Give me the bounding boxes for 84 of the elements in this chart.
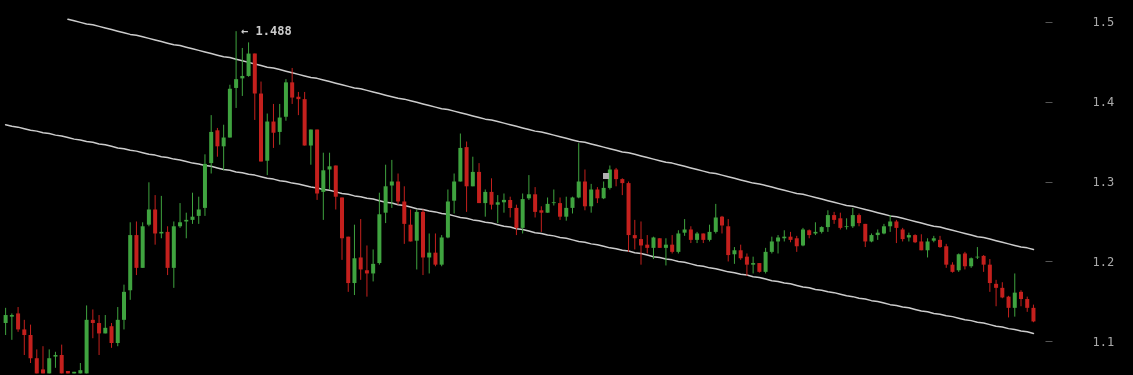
candlestick bbox=[956, 252, 961, 273]
candlestick bbox=[526, 174, 531, 201]
candlestick bbox=[396, 173, 401, 206]
candlestick bbox=[452, 173, 457, 214]
candlestick bbox=[639, 220, 644, 266]
candlestick bbox=[533, 186, 538, 218]
candlestick bbox=[994, 279, 999, 307]
candlestick bbox=[389, 159, 394, 209]
candlestick bbox=[751, 256, 756, 274]
y-tick-label: 1.2 bbox=[1092, 254, 1115, 269]
candlestick bbox=[763, 247, 768, 274]
candlestick bbox=[327, 152, 332, 190]
candlestick bbox=[713, 203, 718, 234]
candlestick bbox=[196, 196, 201, 225]
candlestick bbox=[371, 248, 376, 282]
y-tick-label: 1.4 bbox=[1092, 95, 1115, 110]
candlestick bbox=[800, 227, 805, 247]
candlestick bbox=[408, 208, 413, 242]
candlestick bbox=[271, 103, 276, 149]
candlestick bbox=[1006, 295, 1011, 318]
candlestick bbox=[558, 196, 563, 221]
y-tick-label: 1.3 bbox=[1092, 175, 1115, 189]
candlestick bbox=[234, 30, 239, 109]
candlestick bbox=[3, 307, 8, 336]
candlestick bbox=[364, 244, 369, 298]
candlestick bbox=[308, 129, 313, 166]
candlestick bbox=[489, 177, 494, 210]
candlestick bbox=[663, 237, 668, 266]
candlestick bbox=[90, 308, 95, 339]
candlestick bbox=[433, 232, 438, 267]
candlestick bbox=[825, 209, 830, 233]
candlestick bbox=[645, 234, 650, 254]
candlestick bbox=[402, 185, 407, 245]
candlestick bbox=[178, 202, 183, 229]
annotation: ← 1.488 bbox=[241, 24, 292, 39]
line-series bbox=[67, 18, 1035, 251]
candlestick bbox=[109, 322, 114, 349]
candlestick bbox=[576, 142, 581, 199]
candlestick bbox=[925, 237, 930, 258]
candlestick bbox=[246, 41, 251, 78]
candlestick bbox=[277, 103, 282, 146]
candlestick bbox=[16, 306, 21, 333]
candlestick bbox=[632, 219, 637, 250]
candlestick bbox=[97, 314, 102, 356]
candlestick bbox=[190, 192, 195, 225]
candlestick bbox=[894, 219, 899, 244]
candlestick bbox=[944, 243, 949, 269]
candlestick bbox=[508, 196, 513, 218]
y-tick-label: 1.1 bbox=[1092, 334, 1115, 349]
candlestick bbox=[115, 306, 120, 347]
candlestick bbox=[221, 124, 226, 171]
candlestick bbox=[539, 205, 544, 233]
line-series bbox=[4, 123, 1035, 335]
candlestick bbox=[358, 218, 363, 281]
candlestick bbox=[744, 252, 749, 277]
candlestick bbox=[215, 127, 220, 158]
y-tick-label: 1.5 bbox=[1092, 15, 1115, 30]
candlestick bbox=[290, 67, 295, 105]
candlestick bbox=[153, 194, 158, 246]
candlestick bbox=[844, 217, 849, 230]
candlestick bbox=[776, 234, 781, 254]
candlestick bbox=[59, 344, 64, 374]
candlestick bbox=[676, 229, 681, 254]
candlestick bbox=[22, 319, 27, 356]
candlestick bbox=[41, 345, 45, 374]
candlestick bbox=[470, 156, 475, 187]
candlestick bbox=[514, 204, 519, 236]
candlestick bbox=[483, 189, 488, 218]
candlestick bbox=[551, 189, 556, 206]
candlestick bbox=[28, 324, 33, 364]
candlestick bbox=[850, 207, 855, 229]
candlestick bbox=[670, 234, 675, 254]
candlestick bbox=[987, 258, 992, 293]
candlestick bbox=[1012, 272, 1017, 318]
candlestick bbox=[832, 211, 837, 225]
candlestick bbox=[495, 194, 500, 224]
candlestick bbox=[589, 183, 594, 214]
candlestick bbox=[564, 196, 569, 222]
candlestick bbox=[9, 312, 14, 341]
candlestick bbox=[719, 215, 724, 234]
candlestick bbox=[146, 181, 151, 227]
candlestick bbox=[614, 167, 619, 187]
candlestick bbox=[1019, 289, 1023, 307]
candlestick bbox=[321, 152, 326, 221]
